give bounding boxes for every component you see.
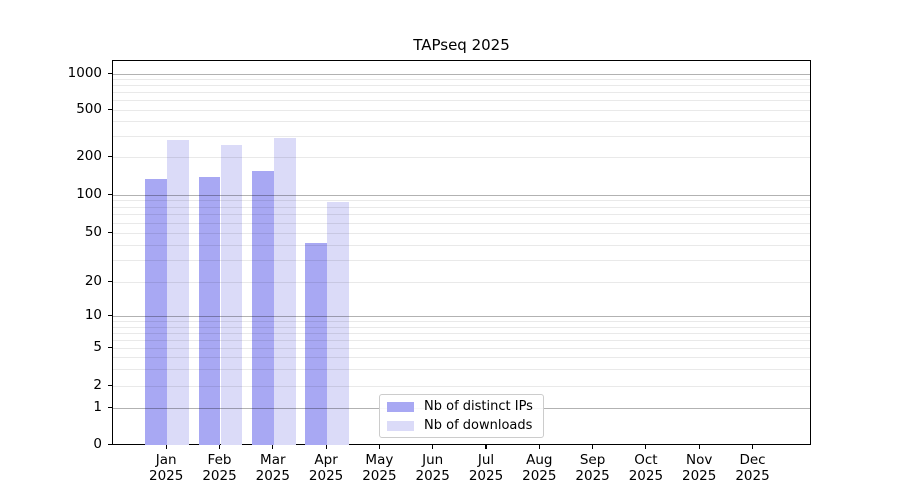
x-tick: [432, 445, 434, 449]
x-tick-label: May 2025: [362, 452, 397, 484]
legend-label-downloads: Nb of downloads: [424, 417, 533, 433]
y-tick: [108, 315, 112, 317]
gridline-minor: [113, 92, 810, 94]
gridline-minor: [113, 348, 810, 350]
gridline-major: [113, 194, 810, 196]
gridline-minor: [113, 222, 810, 224]
y-tick: [108, 407, 112, 409]
gridline-major: [113, 73, 810, 75]
gridline-minor: [113, 339, 810, 341]
bar-distinct-ips: [145, 178, 168, 446]
gridline-minor: [113, 206, 810, 208]
x-tick-label: Feb 2025: [202, 452, 237, 484]
y-tick: [108, 156, 112, 158]
bar-distinct-ips: [305, 242, 328, 446]
x-tick-label: Oct 2025: [628, 452, 664, 484]
x-tick-label: Apr 2025: [308, 452, 344, 484]
gridline-major: [113, 316, 810, 318]
bar-downloads: [220, 145, 243, 446]
y-tick-label: 5: [93, 339, 102, 356]
gridline-minor: [113, 136, 810, 138]
legend-item-distinct-ips: Nb of distinct IPs: [387, 398, 543, 414]
y-tick: [108, 231, 112, 233]
x-tick-label: Jun 2025: [415, 452, 450, 484]
gridline-minor: [113, 109, 810, 111]
x-tick: [378, 445, 380, 449]
gridline-minor: [113, 121, 810, 123]
bar-distinct-ips: [198, 176, 221, 446]
x-tick: [538, 445, 540, 449]
y-tick: [108, 193, 112, 195]
legend-swatch-distinct-ips: [387, 401, 414, 412]
gridline-minor: [113, 357, 810, 359]
x-tick: [165, 445, 167, 449]
y-tick-label: 2: [93, 377, 102, 394]
y-tick-label: 100: [76, 185, 102, 202]
bar-downloads: [273, 138, 296, 446]
gridline-minor: [113, 369, 810, 371]
gridline-minor: [113, 100, 810, 102]
x-tick-label: Jan 2025: [149, 452, 184, 484]
plot-area: Nb of distinct IPs Nb of downloads: [112, 60, 811, 446]
x-tick-label: Jul 2025: [468, 452, 504, 484]
legend-item-downloads: Nb of downloads: [387, 417, 543, 433]
x-tick: [218, 445, 221, 449]
bar-downloads: [167, 140, 189, 446]
gridline-minor: [113, 260, 810, 262]
y-tick: [108, 385, 112, 387]
bar-downloads: [327, 202, 349, 446]
x-tick-label: Nov 2025: [682, 452, 717, 484]
x-tick-label: Sep 2025: [575, 452, 610, 484]
y-tick: [108, 347, 112, 349]
gridline-minor: [113, 321, 810, 323]
y-tick-label: 20: [84, 273, 102, 290]
x-tick: [645, 445, 647, 449]
gridline-minor: [113, 79, 810, 81]
y-tick: [108, 72, 112, 74]
gridline-minor: [113, 85, 810, 87]
x-tick-label: Dec 2025: [735, 452, 770, 484]
y-tick-label: 500: [76, 100, 102, 117]
gridline-minor: [113, 214, 810, 216]
y-tick: [108, 443, 112, 445]
gridline-minor: [113, 282, 810, 284]
legend-label-distinct-ips: Nb of distinct IPs: [424, 398, 533, 414]
x-tick: [485, 445, 487, 449]
x-tick: [592, 445, 594, 449]
y-tick-label: 10: [84, 307, 102, 324]
gridline-minor: [113, 157, 810, 159]
x-tick: [751, 445, 754, 449]
x-tick: [698, 445, 700, 449]
legend: Nb of distinct IPs Nb of downloads: [379, 394, 544, 438]
x-tick: [325, 445, 327, 449]
y-tick-label: 200: [76, 148, 102, 165]
bar-distinct-ips: [252, 170, 274, 446]
y-tick-label: 1: [93, 399, 102, 416]
x-tick: [272, 445, 274, 449]
y-tick-label: 0: [93, 435, 102, 452]
y-tick-label: 50: [84, 223, 102, 240]
y-tick: [108, 281, 112, 283]
x-tick-label: Mar 2025: [255, 452, 290, 484]
chart-title: TAPseq 2025: [413, 36, 510, 54]
gridline-minor: [113, 200, 810, 202]
gridline-minor: [113, 232, 810, 234]
gridline-minor: [113, 326, 810, 328]
y-tick: [108, 108, 112, 110]
gridline-minor: [113, 386, 810, 388]
legend-swatch-downloads: [387, 420, 414, 431]
x-tick-label: Aug 2025: [522, 452, 557, 484]
y-tick-label: 1000: [67, 64, 102, 81]
gridline-minor: [113, 244, 810, 246]
gridline-minor: [113, 332, 810, 334]
